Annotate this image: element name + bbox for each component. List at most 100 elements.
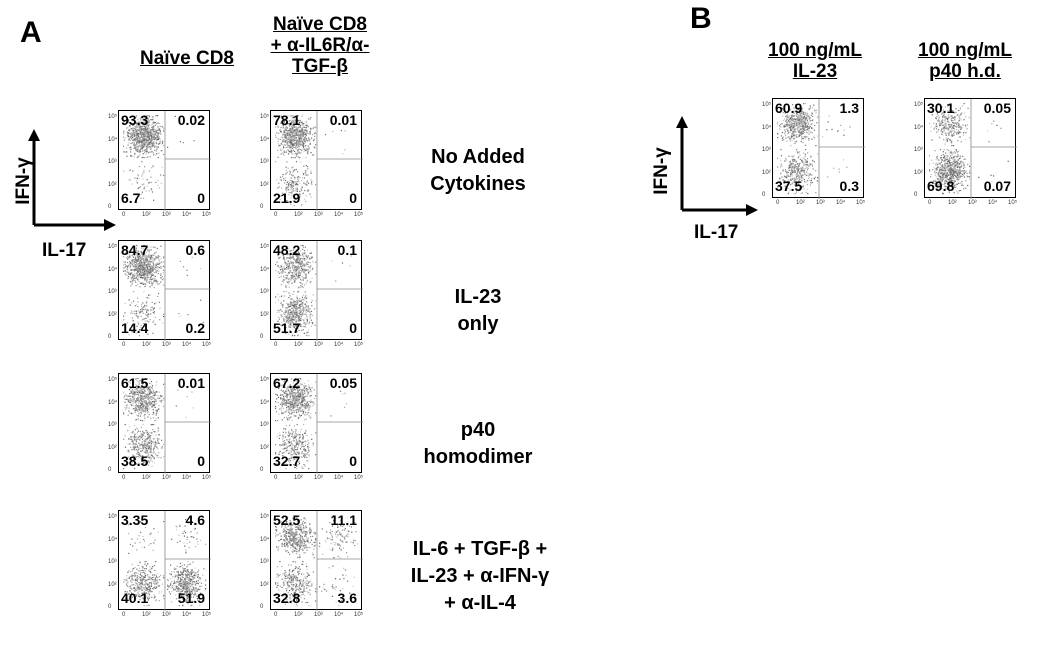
x-tick-label: 10⁵ bbox=[354, 212, 364, 218]
x-tick-label: 10⁵ bbox=[202, 342, 212, 348]
flow-plot-canvas bbox=[275, 111, 363, 211]
x-tick-label: 0 bbox=[122, 475, 126, 481]
x-tick-label: 0 bbox=[928, 200, 932, 206]
x-tick-label: 0 bbox=[274, 212, 278, 218]
y-tick-label: 10³ bbox=[260, 289, 269, 295]
header-il23: 100 ng/mL IL-23 bbox=[750, 40, 880, 82]
quadrant-value-ur: 0.1 bbox=[337, 242, 357, 258]
x-tick-label: 0 bbox=[122, 612, 126, 618]
y-tick-label: 10⁵ bbox=[260, 244, 270, 250]
flow-plot-canvas bbox=[123, 374, 211, 474]
x-tick-label: 10² bbox=[948, 200, 957, 206]
x-tick-label: 10⁵ bbox=[354, 342, 364, 348]
y-tick-label: 10⁵ bbox=[108, 244, 118, 250]
x-tick-label: 10³ bbox=[968, 200, 977, 206]
header-line: Naïve CD8 bbox=[273, 14, 367, 35]
flow-dot-cloud bbox=[275, 515, 359, 607]
y-tick-label: 10⁴ bbox=[108, 136, 118, 143]
x-tick-label: 0 bbox=[274, 342, 278, 348]
x-tick-label: 10³ bbox=[162, 475, 171, 481]
flow-plot: 84.7 0.6 14.4 0.2 bbox=[118, 240, 211, 341]
flow-plot: 67.2 0.05 32.7 0 bbox=[270, 373, 363, 474]
x-tick-label: 10⁵ bbox=[202, 612, 212, 618]
quadrant-value-ll: 69.8 bbox=[927, 178, 955, 194]
flow-plot: 78.1 0.01 21.9 0 bbox=[270, 110, 363, 211]
quadrant-value-ul: 84.7 bbox=[121, 242, 149, 258]
row-label-line: homodimer bbox=[423, 446, 533, 468]
y-tick-label: 10³ bbox=[108, 422, 117, 428]
x-tick-label: 10⁴ bbox=[182, 342, 192, 348]
header-naive-cd8: Naïve CD8 bbox=[140, 48, 234, 69]
row-label-line: No Added bbox=[431, 146, 525, 168]
y-tick-label: 0 bbox=[260, 334, 264, 340]
quadrant-value-ur: 1.3 bbox=[839, 100, 859, 116]
flow-dot-cloud bbox=[123, 378, 194, 470]
flow-plot: 48.2 0.1 51.7 0 bbox=[270, 240, 363, 341]
quadrant-value-ur: 0.05 bbox=[983, 100, 1011, 116]
flow-plot-canvas bbox=[777, 99, 865, 199]
quadrant-value-ul: 93.3 bbox=[121, 112, 149, 128]
y-tick-label: 0 bbox=[108, 467, 112, 473]
row-label-il23-only: IL-23 only bbox=[398, 284, 558, 338]
flow-plot: 30.1 0.05 69.8 0.07 bbox=[924, 98, 1017, 199]
quadrant-value-ll: 32.7 bbox=[273, 453, 301, 469]
y-tick-label: 10³ bbox=[914, 147, 923, 153]
row-label-line: p40 bbox=[460, 419, 496, 441]
y-tick-label: 10³ bbox=[108, 159, 117, 165]
x-tick-label: 10³ bbox=[162, 612, 171, 618]
quadrant-value-lr: 0 bbox=[197, 453, 205, 469]
flow-dot-cloud bbox=[123, 245, 204, 337]
x-tick-label: 0 bbox=[274, 612, 278, 618]
y-tick-label: 10² bbox=[108, 581, 117, 588]
y-tick-label: 0 bbox=[260, 604, 264, 610]
x-tick-label: 10⁵ bbox=[202, 475, 212, 481]
x-axis-label-b: IL-17 bbox=[694, 222, 739, 243]
x-tick-label: 10⁵ bbox=[354, 475, 364, 481]
x-tick-label: 10⁴ bbox=[334, 212, 344, 218]
y-tick-label: 10⁴ bbox=[260, 536, 270, 543]
flow-plot-canvas bbox=[275, 511, 363, 611]
y-tick-label: 10² bbox=[108, 311, 117, 318]
flow-dot-cloud bbox=[123, 519, 207, 607]
quadrant-value-ll: 14.4 bbox=[121, 320, 149, 336]
y-tick-label: 0 bbox=[108, 334, 112, 340]
y-tick-label: 10⁴ bbox=[260, 399, 270, 406]
quadrant-value-ll: 21.9 bbox=[273, 190, 301, 206]
flow-plot: 3.35 4.6 40.1 51.9 bbox=[118, 510, 211, 611]
y-tick-label: 0 bbox=[260, 467, 264, 473]
y-tick-label: 10³ bbox=[260, 159, 269, 165]
quadrant-value-ul: 30.1 bbox=[927, 100, 955, 116]
quadrant-value-ul: 52.5 bbox=[273, 512, 301, 528]
row-label-il6-tgfb-combo: IL-6 + TGF-β + IL-23 + α-IFN-γ + α-IL-4 bbox=[385, 536, 575, 617]
y-tick-label: 0 bbox=[762, 192, 766, 198]
y-tick-label: 0 bbox=[108, 204, 112, 210]
flow-plot: 52.5 11.1 32.8 3.6 bbox=[270, 510, 363, 611]
flow-plot-canvas bbox=[929, 99, 1017, 199]
row-label-line: + α-IL-4 bbox=[444, 592, 516, 614]
x-tick-label: 10² bbox=[294, 475, 303, 481]
x-tick-label: 10⁴ bbox=[334, 342, 344, 348]
y-tick-label: 10⁴ bbox=[108, 536, 118, 543]
y-tick-label: 10⁵ bbox=[762, 102, 772, 108]
row-label-line: IL-23 + α-IFN-γ bbox=[410, 565, 550, 587]
row-label-line: IL-23 bbox=[454, 286, 502, 308]
quadrant-value-ul: 78.1 bbox=[273, 112, 301, 128]
x-tick-label: 10⁴ bbox=[836, 200, 846, 206]
x-tick-label: 10² bbox=[142, 612, 151, 618]
quadrant-value-lr: 3.6 bbox=[337, 590, 357, 606]
y-tick-label: 10² bbox=[108, 444, 117, 451]
y-tick-label: 10² bbox=[762, 169, 771, 176]
row-label-p40-homodimer: p40 homodimer bbox=[398, 417, 558, 471]
header-line: 100 ng/mL bbox=[918, 40, 1012, 61]
quadrant-value-ur: 11.1 bbox=[330, 512, 357, 528]
y-tick-label: 10³ bbox=[762, 147, 771, 153]
y-tick-label: 10⁵ bbox=[260, 514, 270, 520]
flow-dot-cloud bbox=[929, 103, 1009, 195]
y-tick-label: 0 bbox=[108, 604, 112, 610]
quadrant-value-ur: 0.01 bbox=[177, 375, 205, 391]
quadrant-value-lr: 0 bbox=[349, 190, 357, 206]
x-tick-label: 10⁵ bbox=[1008, 200, 1018, 206]
x-tick-label: 0 bbox=[776, 200, 780, 206]
x-tick-label: 10⁵ bbox=[202, 212, 212, 218]
y-tick-label: 10² bbox=[260, 181, 269, 188]
